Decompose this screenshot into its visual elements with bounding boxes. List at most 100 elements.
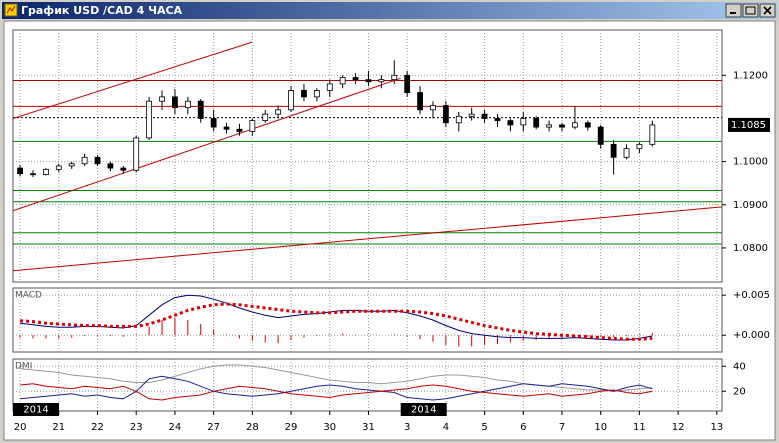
x-tick-label: 23 bbox=[130, 422, 143, 433]
x-tick-label: 4 bbox=[443, 422, 449, 433]
candle-body bbox=[404, 74, 411, 93]
candle-body bbox=[481, 113, 488, 119]
candle-body bbox=[275, 109, 282, 115]
x-tick-label: 11 bbox=[633, 422, 646, 433]
window-title: График USD /CAD 4 ЧАСА bbox=[21, 4, 183, 17]
x-tick-label: 3 bbox=[404, 422, 410, 433]
candle-body bbox=[288, 90, 294, 111]
x-tick-label: 24 bbox=[169, 422, 182, 433]
candle-body bbox=[197, 100, 204, 119]
y-tick-label: 1.0900 bbox=[733, 200, 768, 211]
x-tick-label: 27 bbox=[207, 422, 220, 433]
candle-body bbox=[30, 173, 36, 176]
candle-body bbox=[313, 90, 320, 98]
y-tick-label: 1.1000 bbox=[733, 157, 768, 168]
trend-line bbox=[13, 77, 401, 212]
candle-body bbox=[494, 118, 501, 122]
candle-body bbox=[17, 167, 23, 175]
last-price-label: 1.1085 bbox=[731, 120, 766, 131]
maximize-button[interactable] bbox=[742, 3, 759, 18]
candle-body bbox=[584, 122, 591, 128]
x-tick-label: 7 bbox=[559, 422, 565, 433]
plot bbox=[13, 30, 722, 282]
candle-body bbox=[172, 96, 178, 109]
candle-body bbox=[339, 77, 346, 85]
indicator-line bbox=[20, 383, 653, 401]
y-tick-label: +0.005 bbox=[733, 290, 770, 301]
minimize-button[interactable] bbox=[725, 3, 742, 18]
candle-body bbox=[520, 118, 527, 126]
x-tick-label: 10 bbox=[594, 422, 607, 433]
x-tick-label: 6 bbox=[520, 422, 526, 433]
candle-body bbox=[55, 165, 62, 170]
candle-body bbox=[365, 79, 372, 83]
candle-body bbox=[636, 143, 643, 150]
candle-body bbox=[236, 128, 243, 132]
x-tick-label: 5 bbox=[481, 422, 487, 433]
candle-body bbox=[159, 96, 165, 102]
signal-line bbox=[20, 302, 653, 341]
panel-title: DMI bbox=[15, 362, 32, 372]
candle-body bbox=[326, 83, 333, 91]
panel bbox=[12, 287, 723, 353]
candle-body bbox=[533, 118, 540, 128]
candle-body bbox=[94, 156, 101, 165]
y-tick-label: 40 bbox=[733, 361, 746, 372]
candle-body bbox=[559, 124, 565, 128]
candle-body bbox=[120, 167, 127, 171]
x-tick-label: 13 bbox=[710, 422, 723, 433]
candle-body bbox=[223, 126, 230, 130]
candle-body bbox=[572, 122, 578, 128]
candle-body bbox=[442, 105, 449, 124]
title-bar bbox=[2, 2, 777, 19]
candle-body bbox=[417, 92, 423, 111]
y-tick-label: +0.000 bbox=[733, 330, 770, 341]
candle-body bbox=[546, 124, 553, 128]
x-tick-label: 30 bbox=[323, 422, 336, 433]
panel bbox=[12, 29, 723, 283]
candle-body bbox=[301, 90, 307, 98]
candle-body bbox=[507, 120, 514, 126]
x-tick-label: 21 bbox=[52, 422, 65, 433]
candle-body bbox=[649, 124, 656, 145]
x-tick-label: 12 bbox=[672, 422, 685, 433]
trend-line bbox=[13, 206, 722, 272]
candle-body bbox=[352, 77, 359, 81]
candle-body bbox=[43, 168, 49, 175]
candle-body bbox=[455, 115, 462, 124]
x-tick-label: 29 bbox=[285, 422, 298, 433]
x-tick-label: 20 bbox=[14, 422, 27, 433]
window-icon-line bbox=[6, 5, 16, 14]
x-tick-label: 31 bbox=[362, 422, 375, 433]
indicator-line bbox=[20, 375, 653, 401]
x-tick-label: 28 bbox=[246, 422, 259, 433]
panel-title: MACD bbox=[15, 291, 42, 301]
candle-body bbox=[597, 126, 604, 145]
trend-line bbox=[13, 41, 253, 119]
candle-body bbox=[68, 163, 75, 167]
candle-body bbox=[133, 137, 140, 171]
y-tick-label: 20 bbox=[733, 386, 746, 397]
candle-body bbox=[391, 74, 398, 81]
candle-body bbox=[184, 100, 191, 109]
plot bbox=[13, 359, 722, 411]
candle-body bbox=[610, 143, 617, 158]
close-icon bbox=[763, 6, 772, 15]
plot bbox=[13, 288, 722, 352]
candle-body bbox=[378, 79, 385, 83]
window-buttons[interactable] bbox=[725, 3, 776, 18]
maximize-icon bbox=[745, 6, 756, 15]
candle-body bbox=[623, 148, 630, 158]
y-tick-label: 1.0800 bbox=[733, 243, 768, 254]
last-price-box bbox=[728, 117, 770, 132]
candle-body bbox=[210, 118, 217, 128]
year-marker-label: 2014 bbox=[23, 405, 48, 416]
panel bbox=[12, 358, 723, 412]
x-tick-label: 22 bbox=[91, 422, 104, 433]
candle-body bbox=[430, 105, 436, 111]
candle-body bbox=[468, 113, 475, 117]
candle-body bbox=[107, 163, 114, 169]
candle-body bbox=[146, 100, 153, 139]
year-marker-label: 2014 bbox=[411, 405, 436, 416]
